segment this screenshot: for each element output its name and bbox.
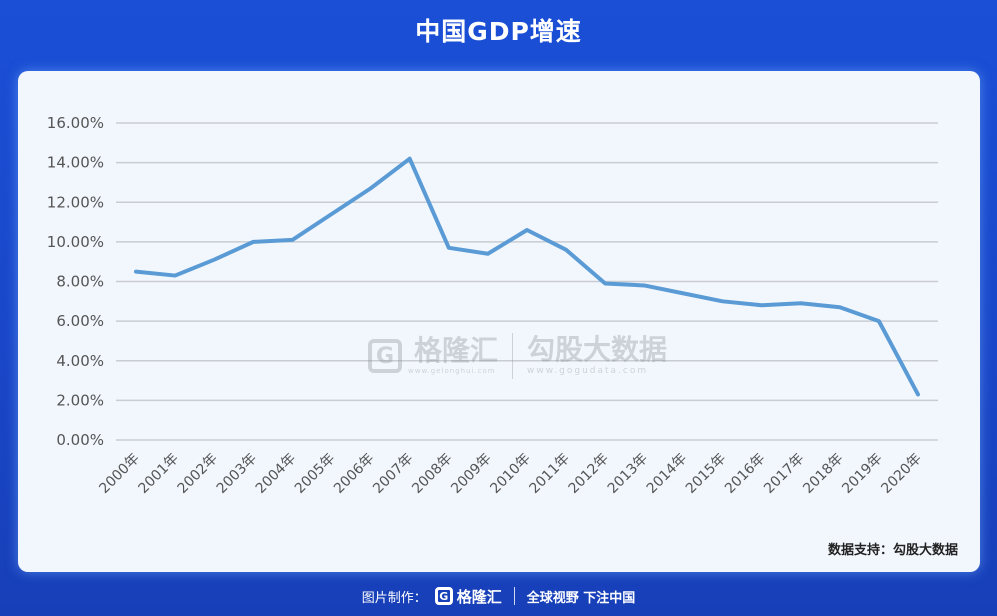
x-tick-label: 2020年: [878, 451, 924, 497]
x-tick-label: 2013年: [605, 451, 651, 497]
watermark-brand-2: 勾股大数据: [527, 333, 668, 366]
x-tick-label: 2008年: [409, 451, 455, 497]
x-tick-label: 2011年: [527, 451, 573, 497]
y-tick-label: 10.00%: [47, 233, 104, 251]
gelonghui-footer-logo-icon: G: [434, 587, 453, 605]
footer-slogan: 全球视野 下注中国: [526, 590, 636, 606]
x-tick-label: 2003年: [214, 451, 260, 497]
gelonghui-logo-icon: G: [368, 339, 402, 373]
x-tick-label: 2017年: [761, 451, 807, 497]
x-tick-label: 2001年: [136, 451, 182, 497]
page-title: 中国GDP增速: [415, 17, 582, 46]
x-tick-label: 2006年: [331, 451, 377, 497]
x-tick-label: 2014年: [644, 451, 690, 497]
watermark: G 格隆汇 www.gelonghui.com 勾股大数据 www.goguda…: [368, 326, 698, 386]
x-tick-label: 2004年: [253, 451, 299, 497]
x-tick-label: 2015年: [683, 451, 729, 497]
y-tick-label: 0.00%: [56, 431, 104, 449]
x-tick-label: 2007年: [370, 451, 416, 497]
x-tick-label: 2005年: [292, 451, 338, 497]
y-tick-label: 2.00%: [56, 391, 104, 409]
y-tick-label: 4.00%: [56, 352, 104, 370]
x-tick-label: 2018年: [800, 451, 846, 497]
x-tick-label: 2000年: [96, 451, 142, 497]
x-tick-label: 2002年: [175, 451, 221, 497]
y-tick-label: 6.00%: [56, 312, 104, 330]
y-tick-label: 16.00%: [47, 114, 104, 132]
footer-logo-text: 格隆汇: [456, 587, 502, 606]
footer: 图片制作： G 格隆汇 全球视野 下注中国: [0, 582, 997, 610]
data-source: 数据支持：勾股大数据: [827, 543, 958, 558]
x-tick-label: 2016年: [722, 451, 768, 497]
footer-divider: [513, 587, 515, 605]
x-tick-label: 2009年: [448, 451, 494, 497]
made-by-label: 图片制作：: [361, 590, 427, 606]
gdp-line-chart: 0.00% 2.00% 4.00% 6.00% 8.00% 10.00% 12.00% 14.…: [47, 114, 938, 497]
y-tick-label: 14.00%: [47, 154, 104, 172]
footer-logo: G 格隆汇: [434, 586, 502, 607]
watermark-divider: [512, 333, 514, 379]
watermark-domain-2: www.gogudata.com: [527, 366, 649, 376]
x-tick-label: 2019年: [839, 451, 885, 497]
y-tick-label: 8.00%: [56, 273, 104, 291]
watermark-domain: www.gelonghui.com: [408, 367, 496, 375]
x-tick-label: 2012年: [566, 451, 612, 497]
watermark-brand: 格隆汇: [414, 334, 499, 367]
x-tick-label: 2010年: [487, 451, 533, 497]
chart-card: 0.00% 2.00% 4.00% 6.00% 8.00% 10.00% 12.00% 14.…: [18, 71, 980, 572]
y-tick-label: 12.00%: [47, 193, 104, 211]
